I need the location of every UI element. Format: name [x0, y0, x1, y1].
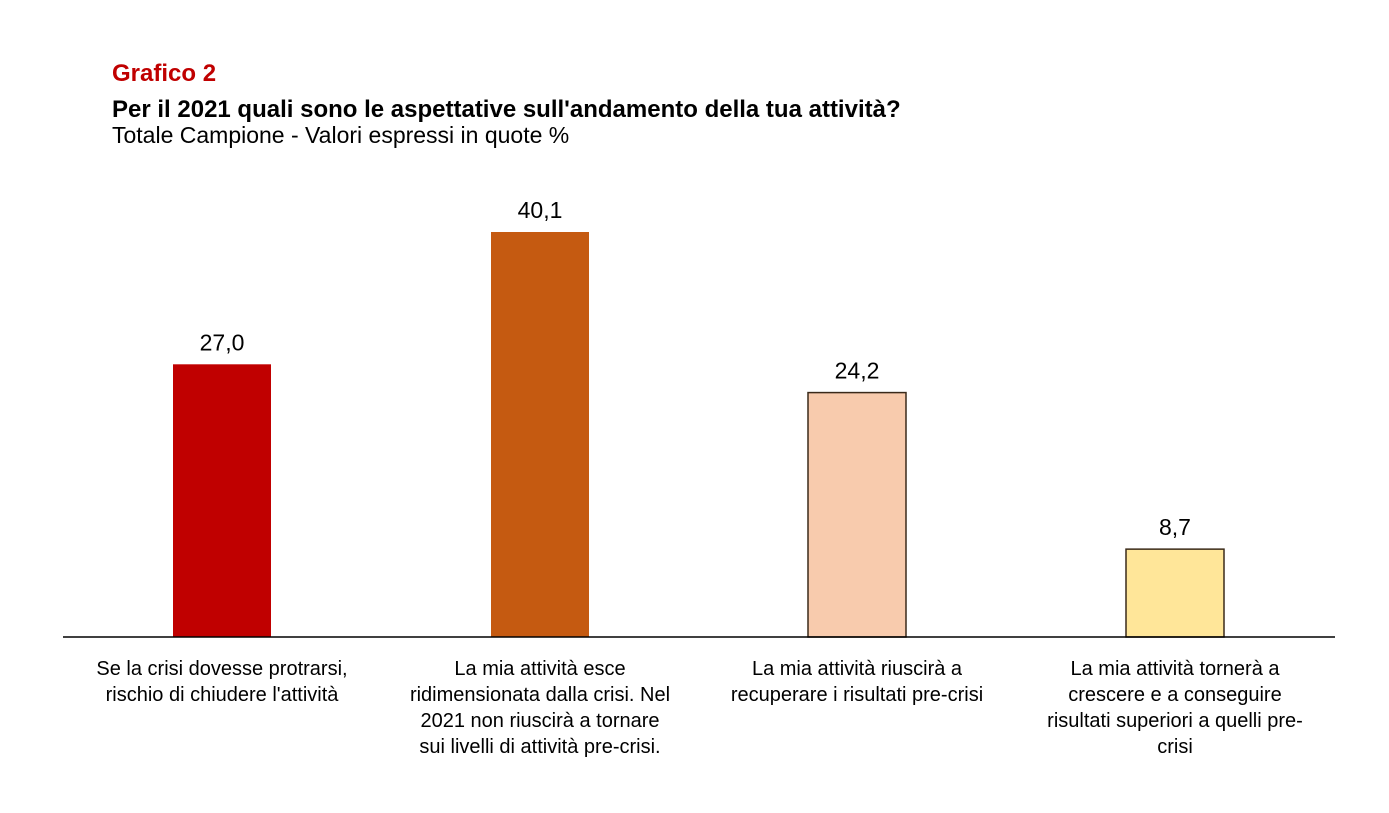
bar-3 — [808, 393, 906, 637]
bar-4 — [1126, 549, 1224, 637]
data-label-1: 27,0 — [200, 329, 245, 355]
category-label-4: La mia attività tornerà a crescere e a c… — [1010, 656, 1340, 760]
bar-1 — [173, 364, 271, 637]
data-label-2: 40,1 — [518, 197, 563, 223]
category-label-1: Se la crisi dovesse protrarsi, rischio d… — [57, 656, 387, 708]
category-label-2: La mia attività esce ridimensionata dall… — [375, 656, 705, 760]
category-label-3: La mia attività riuscirà a recuperare i … — [692, 656, 1022, 708]
data-label-3: 24,2 — [835, 358, 880, 384]
data-label-4: 8,7 — [1159, 514, 1191, 540]
bar-2 — [491, 232, 589, 637]
